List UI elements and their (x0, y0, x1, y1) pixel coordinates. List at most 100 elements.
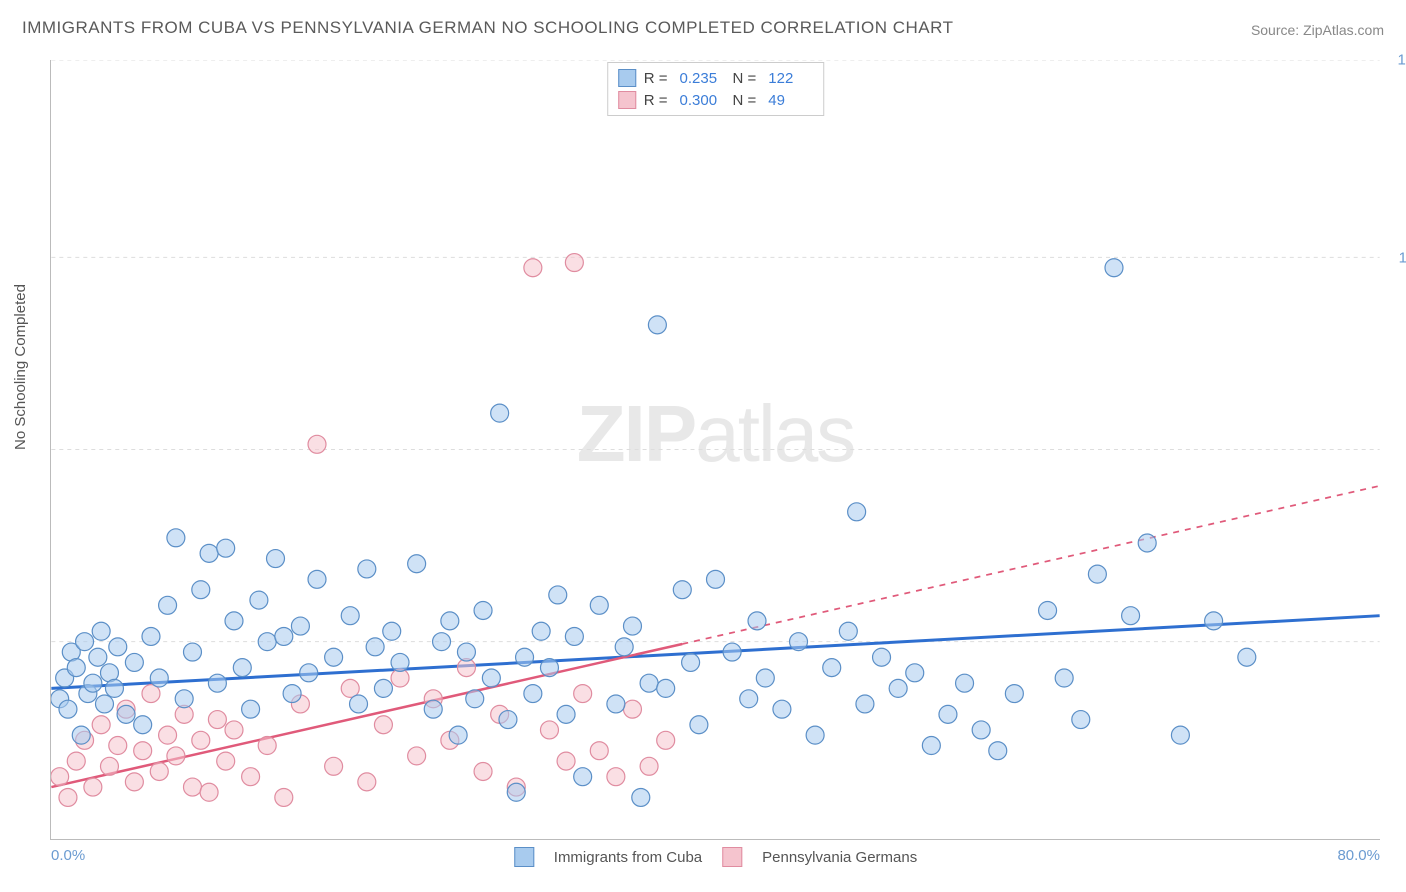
x-min-label: 0.0% (51, 847, 85, 864)
data-point (200, 783, 218, 801)
data-point (159, 596, 177, 614)
legend-r-label: R = (644, 92, 668, 109)
data-point (657, 731, 675, 749)
data-point (308, 435, 326, 453)
bottom-legend: Immigrants from Cuba Pennsylvania German… (514, 847, 917, 867)
data-point (95, 695, 113, 713)
data-point (424, 700, 442, 718)
data-point (391, 653, 409, 671)
bottom-legend-label-1: Immigrants from Cuba (554, 849, 702, 866)
data-point (275, 627, 293, 645)
data-point (408, 747, 426, 765)
data-point (574, 685, 592, 703)
legend-swatch-1 (618, 69, 636, 87)
data-point (217, 752, 235, 770)
data-point (341, 607, 359, 625)
data-point (1238, 648, 1256, 666)
data-point (748, 612, 766, 630)
data-point (565, 254, 583, 272)
data-point (105, 679, 123, 697)
data-point (574, 768, 592, 786)
data-point (690, 716, 708, 734)
data-point (76, 633, 94, 651)
data-point (92, 622, 110, 640)
data-point (267, 550, 285, 568)
data-point (1039, 602, 1057, 620)
x-max-label: 80.0% (1337, 847, 1380, 864)
data-point (109, 737, 127, 755)
data-point (532, 622, 550, 640)
data-point (632, 788, 650, 806)
data-point (92, 716, 110, 734)
data-point (839, 622, 857, 640)
plot-area: ZIPatlas R = 0.235 N = 122 R = 0.300 N =… (50, 60, 1380, 840)
data-point (72, 726, 90, 744)
data-point (623, 617, 641, 635)
data-point (208, 711, 226, 729)
source-label: Source: ZipAtlas.com (1251, 22, 1384, 38)
bottom-legend-label-2: Pennsylvania Germans (762, 849, 917, 866)
data-point (682, 653, 700, 671)
correlation-legend: R = 0.235 N = 122 R = 0.300 N = 49 (607, 62, 825, 116)
data-point (607, 695, 625, 713)
legend-n-label: N = (733, 70, 757, 87)
data-point (183, 778, 201, 796)
data-point (242, 768, 260, 786)
data-point (250, 591, 268, 609)
data-point (549, 586, 567, 604)
data-point (474, 762, 492, 780)
data-point (258, 737, 276, 755)
data-point (208, 674, 226, 692)
data-point (358, 773, 376, 791)
data-point (291, 617, 309, 635)
data-point (167, 529, 185, 547)
data-point (117, 705, 135, 723)
data-point (648, 316, 666, 334)
data-point (325, 757, 343, 775)
data-point (640, 757, 658, 775)
data-point (623, 700, 641, 718)
data-point (275, 788, 293, 806)
data-point (482, 669, 500, 687)
chart-svg (51, 60, 1380, 839)
data-point (225, 721, 243, 739)
legend-r-val-1: 0.235 (680, 70, 725, 87)
y-tick-label: 11.2% (1399, 249, 1406, 266)
data-point (989, 742, 1007, 760)
data-point (325, 648, 343, 666)
data-point (790, 633, 808, 651)
data-point (499, 711, 517, 729)
data-point (84, 674, 102, 692)
data-point (922, 737, 940, 755)
legend-n-val-1: 122 (768, 70, 813, 87)
data-point (657, 679, 675, 697)
data-point (125, 773, 143, 791)
data-point (51, 768, 69, 786)
data-point (1072, 711, 1090, 729)
data-point (67, 752, 85, 770)
data-point (540, 659, 558, 677)
data-point (59, 788, 77, 806)
y-axis-label: No Schooling Completed (12, 284, 29, 450)
data-point (707, 570, 725, 588)
data-point (972, 721, 990, 739)
data-point (142, 627, 160, 645)
data-point (474, 602, 492, 620)
data-point (408, 555, 426, 573)
data-point (366, 638, 384, 656)
data-point (358, 560, 376, 578)
data-point (242, 700, 260, 718)
data-point (192, 731, 210, 749)
chart-title: IMMIGRANTS FROM CUBA VS PENNSYLVANIA GER… (22, 18, 953, 38)
data-point (507, 783, 525, 801)
data-point (856, 695, 874, 713)
data-point (1205, 612, 1223, 630)
data-point (906, 664, 924, 682)
data-point (740, 690, 758, 708)
data-point (939, 705, 957, 723)
data-point (350, 695, 368, 713)
data-point (233, 659, 251, 677)
data-point (590, 596, 608, 614)
data-point (150, 762, 168, 780)
data-point (873, 648, 891, 666)
